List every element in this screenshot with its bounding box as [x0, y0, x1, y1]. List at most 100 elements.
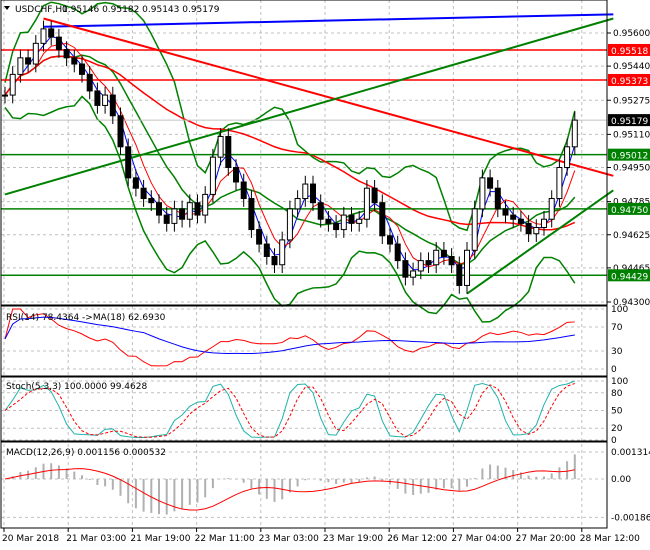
candle-body: [55, 36, 62, 51]
time-label: 27 Mar 20:00: [516, 534, 576, 544]
blue-trendline[interactable]: [43, 13, 614, 28]
candle-body: [40, 28, 47, 44]
candle-body: [209, 156, 216, 195]
candle-body: [125, 146, 132, 179]
time-label: 20 Mar 2018: [2, 534, 59, 544]
level-tag: [608, 202, 650, 215]
green-lower-trendline[interactable]: [466, 189, 614, 295]
rsi-label: RSI(14) 78.4364 ->MA(18) 62.6930: [6, 313, 166, 323]
stoch-label: Stoch(5,3,3) 100.0000 99.4628: [6, 382, 147, 392]
candle-body: [109, 94, 116, 117]
chart-title: USDCHF,H1: [15, 5, 68, 15]
candle-body: [502, 208, 509, 216]
macd-panel[interactable]: [4, 454, 576, 515]
candle-body: [433, 249, 440, 266]
time-label: 27 Mar 04:00: [451, 534, 511, 544]
candle-body: [132, 177, 139, 189]
candle-body: [525, 222, 532, 235]
stoch-tick-label: 50: [611, 407, 623, 417]
time-label: 23 Mar 03:00: [259, 534, 319, 544]
macd-signal-line: [4, 468, 575, 511]
stoch-tick-label: 0: [611, 436, 617, 446]
green-upper-trendline[interactable]: [4, 17, 614, 196]
candle-body: [533, 227, 540, 235]
candle-body: [63, 49, 70, 59]
candle-body: [48, 28, 55, 38]
candle-body: [541, 218, 547, 229]
price-panel[interactable]: [1, 1, 614, 323]
candle-body: [240, 181, 247, 200]
candle-body: [225, 135, 232, 168]
candle-body: [471, 208, 478, 251]
level-tag: [608, 43, 650, 56]
price-tick-label: 0.94465: [613, 264, 650, 274]
candle-body: [363, 187, 370, 220]
candle-body: [140, 187, 147, 200]
candle-body: [233, 167, 239, 183]
candle-body: [571, 119, 578, 148]
candle-body: [2, 94, 8, 97]
candle-body: [479, 177, 486, 210]
candle-body: [302, 183, 309, 200]
candle-body: [117, 115, 124, 148]
level-tag-label: 0.94429: [611, 272, 648, 282]
candle-body: [487, 177, 494, 189]
bollinger-lower: [4, 95, 576, 323]
candle-body: [294, 198, 301, 210]
grid: [1, 0, 607, 528]
rsi-panel[interactable]: [4, 308, 575, 367]
candle-body: [256, 229, 263, 245]
candle-body: [286, 208, 293, 241]
candle-body: [79, 63, 85, 75]
candle-body: [179, 208, 186, 220]
ma-slow: [4, 55, 576, 231]
candle-body: [156, 202, 162, 216]
level-tag: [608, 269, 650, 282]
candle-body: [556, 167, 563, 200]
time-label: 28 Mar 12:00: [580, 534, 640, 544]
time-label: 23 Mar 19:00: [323, 534, 383, 544]
bollinger-upper: [4, 1, 576, 232]
rsi-tick-label: 70: [611, 323, 623, 333]
price-tick-label: 0.94625: [613, 231, 650, 241]
triangle-down-icon[interactable]: [4, 6, 10, 10]
stoch-main-line: [4, 380, 575, 438]
current-price-tag: [608, 114, 650, 127]
candle-body: [387, 235, 393, 245]
candle-body: [71, 57, 78, 65]
candle-body: [94, 90, 101, 106]
price-tick-label: 0.95110: [613, 130, 650, 140]
candle-body: [310, 183, 316, 204]
rsi-ma-line: [4, 316, 575, 355]
candle-body: [163, 214, 170, 224]
candle-body: [194, 202, 201, 216]
candle-body: [32, 42, 39, 65]
candle-body: [464, 249, 470, 286]
price-tick-label: 0.95600: [613, 29, 650, 39]
candle-body: [348, 214, 355, 224]
price-tick-label: 0.95440: [613, 62, 650, 72]
candle-body: [456, 264, 463, 286]
candle-body: [340, 214, 347, 231]
candle-body: [510, 214, 517, 220]
price-tick-label: 0.94785: [613, 198, 650, 208]
candle-body: [548, 198, 555, 220]
stoch-panel[interactable]: [4, 380, 575, 438]
macd-tick-label: 0.001314: [611, 448, 650, 458]
stoch-tick-label: 100: [611, 377, 628, 387]
level-tag-label: 0.95012: [611, 152, 648, 162]
candle-body: [279, 239, 286, 266]
macd-label: MACD(12,26,9) 0.001156 0.000532: [6, 448, 166, 458]
candle-body: [186, 202, 193, 220]
price-tick-label: 0.95275: [613, 96, 650, 106]
time-label: 21 Mar 03:00: [66, 534, 126, 544]
candle-body: [202, 193, 209, 216]
rsi-tick-label: 100: [611, 305, 628, 315]
level-tag-label: 0.94750: [611, 206, 648, 216]
candle-body: [333, 222, 340, 231]
time-label: 21 Mar 19:00: [130, 534, 190, 544]
red-trendline[interactable]: [43, 17, 614, 177]
price-tick-label: 0.94300: [613, 298, 650, 308]
